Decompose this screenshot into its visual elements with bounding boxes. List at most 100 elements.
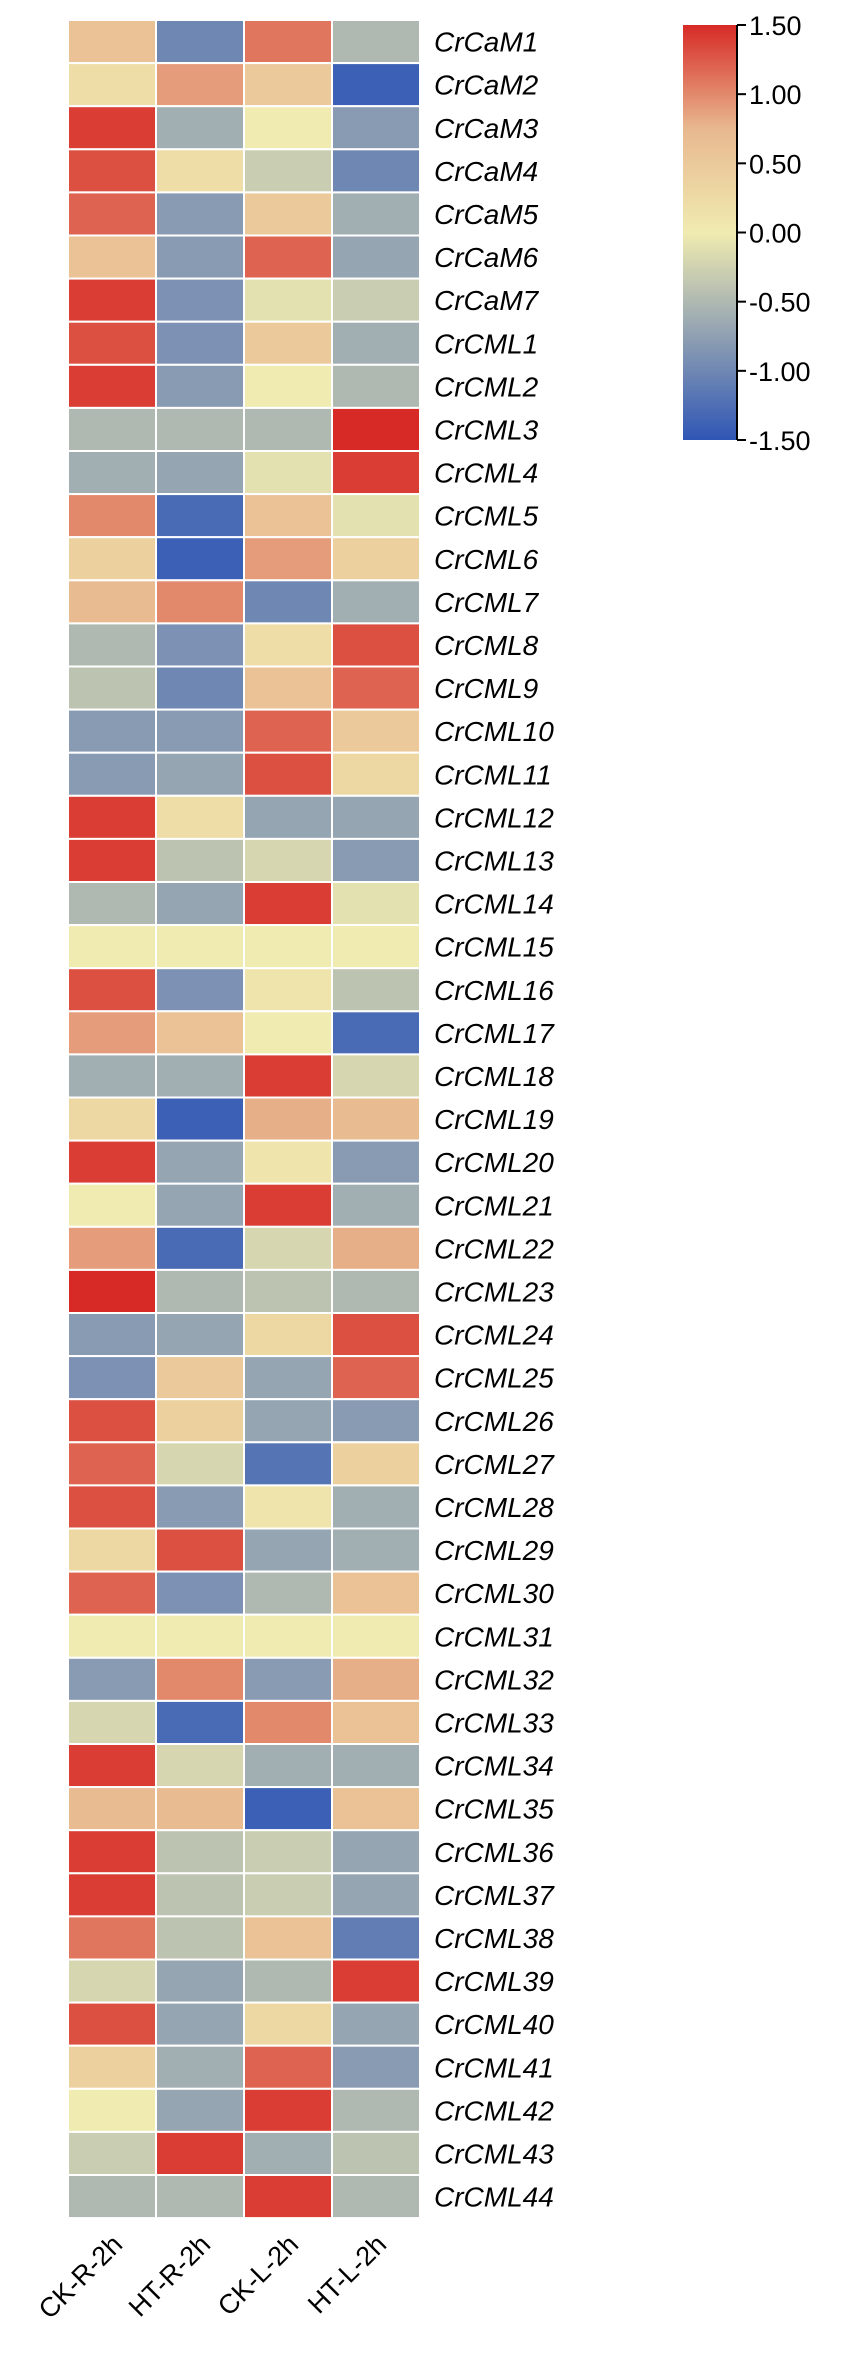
heatmap-cell: [67, 536, 157, 582]
heatmap-cell: [67, 2001, 157, 2047]
column-label: CK-R-2h: [33, 2229, 128, 2324]
heatmap-cell: [331, 751, 421, 797]
heatmap-cell: [67, 1355, 157, 1401]
heatmap-cell: [67, 1786, 157, 1832]
heatmap-cell: [155, 1139, 245, 1185]
heatmap-cell: [243, 1053, 333, 1099]
heatmap-cell: [67, 1225, 157, 1271]
heatmap-cell: [243, 1958, 333, 2004]
heatmap-cell: [67, 924, 157, 970]
heatmap-cell: [243, 1225, 333, 1271]
heatmap-cell: [155, 1872, 245, 1918]
row-label: CrCML4: [434, 458, 538, 489]
heatmap-cell: [243, 622, 333, 668]
heatmap-cell: [331, 2044, 421, 2090]
heatmap-cell: [67, 1613, 157, 1659]
heatmap-cells: [67, 19, 421, 2220]
heatmap-cell: [243, 1441, 333, 1487]
row-label: CrCaM6: [434, 242, 539, 273]
column-label: CK-L-2h: [212, 2229, 304, 2321]
heatmap-cell: [243, 1484, 333, 1530]
heatmap-cell: [243, 2174, 333, 2220]
heatmap-cell: [331, 1010, 421, 1056]
heatmap-cell: [67, 751, 157, 797]
heatmap-cell: [243, 19, 333, 65]
row-label: CrCML23: [434, 1276, 554, 1307]
heatmap-cell: [331, 794, 421, 840]
row-label: CrCML6: [434, 544, 539, 575]
heatmap-cell: [331, 1958, 421, 2004]
heatmap-cell: [243, 751, 333, 797]
heatmap-cell: [331, 708, 421, 754]
heatmap-cell: [243, 148, 333, 194]
color-scale-tick-label: 1.00: [749, 80, 802, 110]
heatmap-cell: [155, 450, 245, 496]
heatmap-cell: [155, 1096, 245, 1142]
heatmap-cell: [155, 320, 245, 366]
heatmap-cell: [243, 1268, 333, 1315]
heatmap-cell: [243, 837, 333, 884]
color-scale-tick-label: 0.50: [749, 149, 802, 179]
color-scale-tick-label: 1.50: [749, 11, 802, 41]
heatmap-cell: [67, 191, 157, 237]
heatmap-cell: [243, 2001, 333, 2047]
heatmap-cell: [331, 622, 421, 668]
row-label: CrCaM4: [434, 156, 538, 187]
heatmap-cell: [67, 794, 157, 840]
heatmap-cell: [67, 1010, 157, 1056]
heatmap-cell: [331, 1570, 421, 1616]
heatmap-cell: [155, 1225, 245, 1271]
row-label: CrCaM5: [434, 199, 539, 230]
heatmap-cell: [67, 1656, 157, 1702]
heatmap-cell: [331, 1527, 421, 1573]
row-label: CrCML2: [434, 371, 539, 402]
heatmap-cell: [155, 536, 245, 582]
heatmap-cell: [331, 493, 421, 539]
heatmap-cell: [155, 967, 245, 1013]
heatmap-cell: [155, 1915, 245, 1961]
row-label: CrCML16: [434, 975, 554, 1006]
color-scale-tick-label: 0.00: [749, 219, 802, 249]
heatmap-cell: [67, 406, 157, 452]
row-label: CrCML28: [434, 1492, 554, 1523]
heatmap-cell: [331, 1182, 421, 1228]
row-label: CrCML22: [434, 1233, 554, 1264]
heatmap-cell: [67, 1829, 157, 1875]
heatmap-cell: [243, 794, 333, 840]
row-label: CrCML30: [434, 1578, 554, 1609]
heatmap-cell: [155, 1441, 245, 1487]
heatmap-cell: [155, 19, 245, 65]
heatmap-cell: [331, 1915, 421, 1961]
heatmap-cell: [243, 363, 333, 409]
heatmap-cell: [67, 1699, 157, 1746]
heatmap-cell: [243, 277, 333, 323]
column-label: HT-L-2h: [302, 2229, 392, 2319]
color-scale-ticks: 1.50 1.00 0.50 0.00 -0.50 -1.00 -1.50: [736, 11, 811, 456]
row-label: CrCaM7: [434, 285, 540, 316]
heatmap-cell: [243, 2087, 333, 2133]
heatmap-cell: [155, 1484, 245, 1530]
heatmap-cell: [331, 1613, 421, 1659]
row-label: CrCML31: [434, 1621, 554, 1652]
row-label: CrCML25: [434, 1363, 554, 1394]
color-scale-tick-label: -1.50: [749, 426, 811, 456]
heatmap-cell: [331, 1053, 421, 1099]
heatmap-cell: [67, 105, 157, 151]
heatmap-cell: [243, 450, 333, 496]
heatmap-cell: [331, 19, 421, 65]
heatmap-cell: [155, 493, 245, 539]
heatmap-cell: [67, 1743, 157, 1789]
heatmap-cell: [155, 148, 245, 194]
heatmap-cell: [155, 1010, 245, 1056]
color-scale-tick-label: -0.50: [749, 288, 811, 318]
heatmap-cell: [155, 1570, 245, 1616]
heatmap-cell: [155, 105, 245, 151]
heatmap-cell: [67, 1570, 157, 1616]
heatmap-cell: [67, 1268, 157, 1315]
heatmap-cell: [155, 665, 245, 711]
heatmap-cell: [243, 1312, 333, 1358]
heatmap-cell: [243, 1355, 333, 1401]
heatmap-cell: [243, 1182, 333, 1228]
